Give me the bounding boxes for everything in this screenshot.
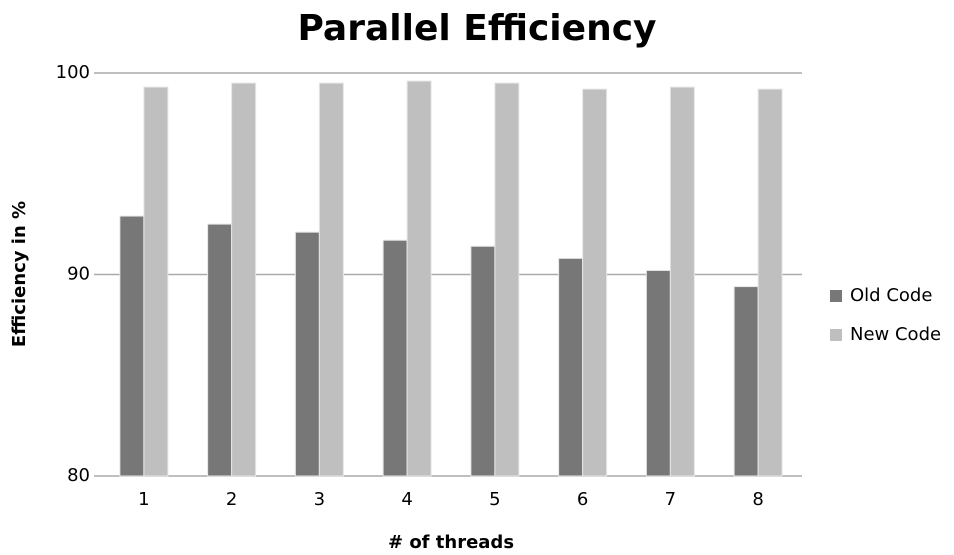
bar: [470, 245, 496, 477]
x-tick-label: 1: [138, 489, 149, 510]
bar: [207, 223, 233, 477]
bar: [119, 215, 145, 477]
bar: [733, 286, 759, 477]
legend-label: New Code: [850, 324, 941, 345]
bar: [294, 231, 320, 477]
y-axis-title: Efficiency in %: [9, 201, 30, 347]
x-tick-label: 2: [226, 489, 237, 510]
legend-swatch: [830, 290, 842, 302]
x-tick-label: 5: [489, 489, 500, 510]
legend-swatch: [830, 329, 842, 341]
y-tick-label: 100: [56, 62, 90, 83]
legend-label: Old Code: [850, 285, 932, 306]
x-tick-label: 6: [577, 489, 588, 510]
bar: [669, 86, 695, 477]
bar: [406, 80, 432, 477]
y-tick-label: 90: [67, 264, 90, 285]
bar: [645, 269, 671, 477]
bar: [757, 88, 783, 477]
bar: [143, 86, 169, 477]
x-tick-label: 8: [752, 489, 763, 510]
x-tick-label: 3: [314, 489, 325, 510]
x-axis-title: # of threads: [388, 532, 514, 553]
chart-title: Parallel Efficiency: [298, 8, 657, 49]
bar: [382, 239, 408, 477]
x-tick-label: 7: [665, 489, 676, 510]
bar: [231, 82, 257, 477]
bar: [318, 82, 344, 477]
x-tick-label: 4: [401, 489, 412, 510]
y-tick-label: 80: [67, 465, 90, 486]
bar: [558, 257, 584, 477]
bar: [582, 88, 608, 477]
bar: [494, 82, 520, 477]
